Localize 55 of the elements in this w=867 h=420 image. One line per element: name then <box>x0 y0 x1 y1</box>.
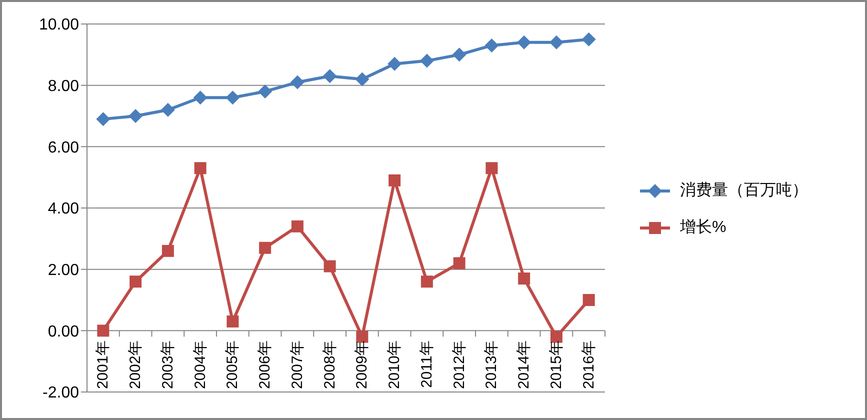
x-tick-label: 2014年 <box>516 340 533 390</box>
point <box>162 244 174 257</box>
point <box>420 276 433 288</box>
x-tick-label: 2016年 <box>580 340 598 390</box>
x-tick-label: 2008年 <box>321 340 338 390</box>
y-tick-label: 10.00 <box>38 16 80 34</box>
point <box>486 162 498 174</box>
x-tick-label: 2012年 <box>450 340 468 390</box>
point <box>226 315 239 328</box>
point <box>518 272 530 285</box>
point <box>582 32 596 46</box>
point <box>452 48 466 62</box>
point <box>226 90 240 105</box>
y-tick-label: 0.00 <box>48 323 80 340</box>
x-tick-label: 2011年 <box>418 340 436 388</box>
point <box>484 38 499 52</box>
x-tick-label: 2005年 <box>224 340 242 390</box>
x-tick-label: 2002年 <box>127 340 144 390</box>
x-tick-label: 2001年 <box>94 340 112 390</box>
point <box>259 242 272 254</box>
point <box>582 294 595 306</box>
point <box>160 102 175 117</box>
point <box>420 54 434 68</box>
x-tick-label: 2013年 <box>483 340 500 390</box>
x-tick-label: 2006年 <box>256 340 274 390</box>
y-tick-label: 6.00 <box>48 139 80 156</box>
point <box>388 174 401 186</box>
y-tick-label: 8.00 <box>48 78 80 96</box>
y-tick-label: 4.00 <box>48 200 80 218</box>
point <box>291 220 304 232</box>
x-tick-label: 2004年 <box>192 340 209 390</box>
point <box>549 35 564 50</box>
point <box>290 75 304 90</box>
point <box>453 257 466 270</box>
legend-label: 消费量（百万吨） <box>680 180 808 201</box>
point <box>355 72 370 86</box>
point <box>322 69 337 84</box>
point <box>258 84 272 98</box>
x-tick-label: 2010年 <box>386 340 404 390</box>
point <box>517 35 532 50</box>
legend-label: 增长% <box>680 218 726 238</box>
point <box>194 162 206 174</box>
point <box>324 260 336 272</box>
y-tick-label: -2.00 <box>42 384 80 402</box>
point <box>130 276 142 288</box>
x-tick-label: 2007年 <box>288 340 306 390</box>
y-tick-label: 2.00 <box>48 262 80 280</box>
x-tick-label: 2009年 <box>354 340 371 390</box>
point <box>97 324 110 337</box>
x-tick-label: 2003年 <box>159 340 176 390</box>
point <box>388 56 402 71</box>
point <box>96 112 110 126</box>
point <box>128 109 143 123</box>
x-tick-label: 2015年 <box>548 340 565 390</box>
point <box>193 90 208 105</box>
